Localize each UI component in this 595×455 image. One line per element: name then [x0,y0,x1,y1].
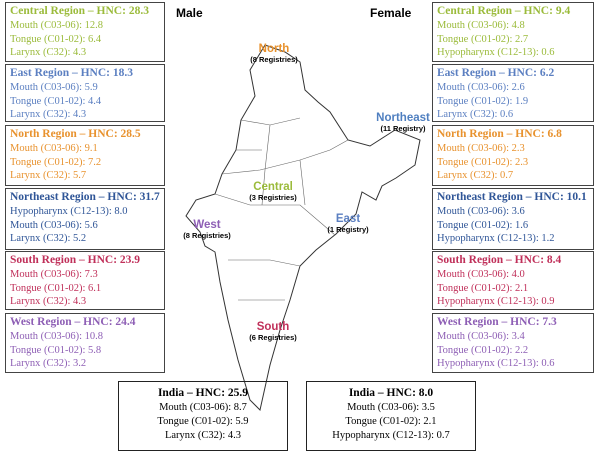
site-rate: Larynx (C32): 5.2 [10,233,87,244]
site-rate: Mouth (C03-06): 9.1 [10,143,98,154]
site-rate: Larynx (C32): 0.6 [437,109,514,120]
region-title: West Region – HNC: 24.4 [10,316,136,328]
site-rate: Mouth (C03-06): 7.3 [10,269,98,280]
site-rate: Tongue (C01-02): 7.2 [10,156,102,168]
region-box: West Region – HNC: 7.3 Mouth (C03-06): 3.… [432,313,594,373]
region-title: East Region – HNC: 6.2 [437,67,555,79]
site-rate: Tongue (C01-02): 4.4 [10,95,102,107]
site-rate: Larynx (C32): 4.3 [164,430,242,441]
map-label: South (6 Registries) [249,321,297,342]
region-box: Northeast Region – HNC: 10.1 Mouth (C03-0… [432,188,594,250]
region-name: South [256,321,290,333]
region-name: North [258,43,290,55]
site-rate: Larynx (C32): 4.3 [10,47,87,58]
site-rate: Hypopharynx (C12-13): 0.6 [437,358,555,369]
region-title: West Region – HNC: 7.3 [437,316,557,328]
site-rate: Tongue (C01-02): 2.1 [437,282,529,294]
region-title: North Region – HNC: 6.8 [437,128,562,140]
region-name: Northeast [376,112,430,124]
site-rate: Tongue (C01-02): 6.1 [10,282,102,294]
site-rate: Tongue (C01-02): 2.3 [437,156,529,168]
site-rate: Mouth (C03-06): 8.7 [159,402,247,413]
registry-count: (1 Registry) [327,225,369,234]
registry-count: (8 Registries) [250,55,298,64]
site-rate: Hypopharynx (C12-13): 0.7 [332,430,450,441]
region-box: South Region – HNC: 8.4 Mouth (C03-06): 4… [432,251,594,310]
india-box: India – HNC: 8.0 Mouth (C03-06): 3.5 Tongu… [306,381,476,451]
map-label: North (8 Registries) [250,43,298,64]
site-rate: Mouth (C03-06): 3.4 [437,331,525,342]
state-borders [214,117,349,301]
region-box: Central Region – HNC: 28.3 Mouth (C03-06)… [5,2,165,62]
site-rate: Mouth (C03-06): 3.5 [347,402,435,413]
region-name: West [193,219,221,231]
region-box: East Region – HNC: 18.3 Mouth (C03-06): 5… [5,64,165,122]
site-rate: Mouth (C03-06): 4.0 [437,269,525,280]
site-rate: Tongue (C01-02): 2.1 [345,416,437,427]
site-rate: Mouth (C03-06): 5.9 [10,82,98,93]
registry-count: (3 Registries) [249,193,297,202]
site-rate: Tongue (C01-02): 1.9 [437,95,529,107]
site-rate: Mouth (C03-06): 10.8 [10,331,104,342]
site-rate: Tongue (C01-02): 2.7 [437,33,529,45]
site-rate: Hypopharynx (C12-13): 0.6 [437,47,555,58]
site-rate: Mouth (C03-06): 4.8 [437,20,525,31]
registry-count: (6 Registries) [249,333,297,342]
region-box: West Region – HNC: 24.4 Mouth (C03-06): 1… [5,313,165,373]
site-rate: Larynx (C32): 4.3 [10,109,87,120]
region-box: South Region – HNC: 23.9 Mouth (C03-06): … [5,251,165,310]
region-title: East Region – HNC: 18.3 [10,67,133,79]
region-box: East Region – HNC: 6.2 Mouth (C03-06): 2.… [432,64,594,122]
site-rate: Mouth (C03-06): 2.6 [437,82,525,93]
site-rate: Mouth (C03-06): 2.3 [437,143,525,154]
region-box: North Region – HNC: 28.5 Mouth (C03-06): … [5,125,165,186]
site-rate: Larynx (C32): 5.7 [10,170,87,181]
region-name: East [335,213,361,225]
region-box: Northeast Region – HNC: 31.7 Hypopharynx … [5,188,165,250]
region-box: Central Region – HNC: 9.4 Mouth (C03-06):… [432,2,594,62]
site-rate: Tongue (C01-02): 5.8 [10,344,102,356]
site-rate: Hypopharynx (C12-13): 1.2 [437,233,555,244]
site-rate: Hypopharynx (C12-13): 8.0 [10,206,128,217]
region-title: Northeast Region – HNC: 10.1 [437,191,587,203]
india-title: India – HNC: 8.0 [348,387,434,399]
region-title: North Region – HNC: 28.5 [10,128,141,140]
region-title: Northeast Region – HNC: 31.7 [10,191,160,203]
site-rate: Tongue (C01-02): 2.2 [437,344,529,356]
site-rate: Larynx (C32): 4.3 [10,296,87,307]
male-header: Male [176,6,203,20]
site-rate: Mouth (C03-06): 3.6 [437,206,525,217]
site-rate: Tongue (C01-02): 1.6 [437,219,529,231]
site-rate: Mouth (C03-06): 12.8 [10,20,104,31]
site-rate: Tongue (C01-02): 5.9 [157,416,249,427]
site-rate: Larynx (C32): 3.2 [10,358,87,369]
site-rate: Mouth (C03-06): 5.6 [10,219,98,231]
india-outline [185,44,421,411]
region-title: South Region – HNC: 8.4 [437,254,562,266]
india-title: India – HNC: 25.9 [157,387,249,399]
site-rate: Larynx (C32): 0.7 [437,170,514,181]
registry-count: (11 Registry) [380,124,426,133]
site-rate: Tongue (C01-02): 6.4 [10,33,102,45]
region-title: Central Region – HNC: 28.3 [10,5,149,17]
region-box: North Region – HNC: 6.8 Mouth (C03-06): 2… [432,125,594,186]
region-title: Central Region – HNC: 9.4 [437,5,571,17]
region-name: Central [253,181,293,193]
map-label: Central (3 Registries) [249,181,297,202]
region-title: South Region – HNC: 23.9 [10,254,141,266]
map-label: East (1 Registry) [327,213,368,234]
india-box: India – HNC: 25.9 Mouth (C03-06): 8.7 Tong… [118,381,288,451]
map-label: Northeast (11 Registry) [376,112,430,133]
map-label: West (8 Registries) [183,219,231,240]
site-rate: Hypopharynx (C12-13): 0.9 [437,296,555,307]
registry-count: (8 Registries) [183,231,231,240]
female-header: Female [370,6,412,20]
